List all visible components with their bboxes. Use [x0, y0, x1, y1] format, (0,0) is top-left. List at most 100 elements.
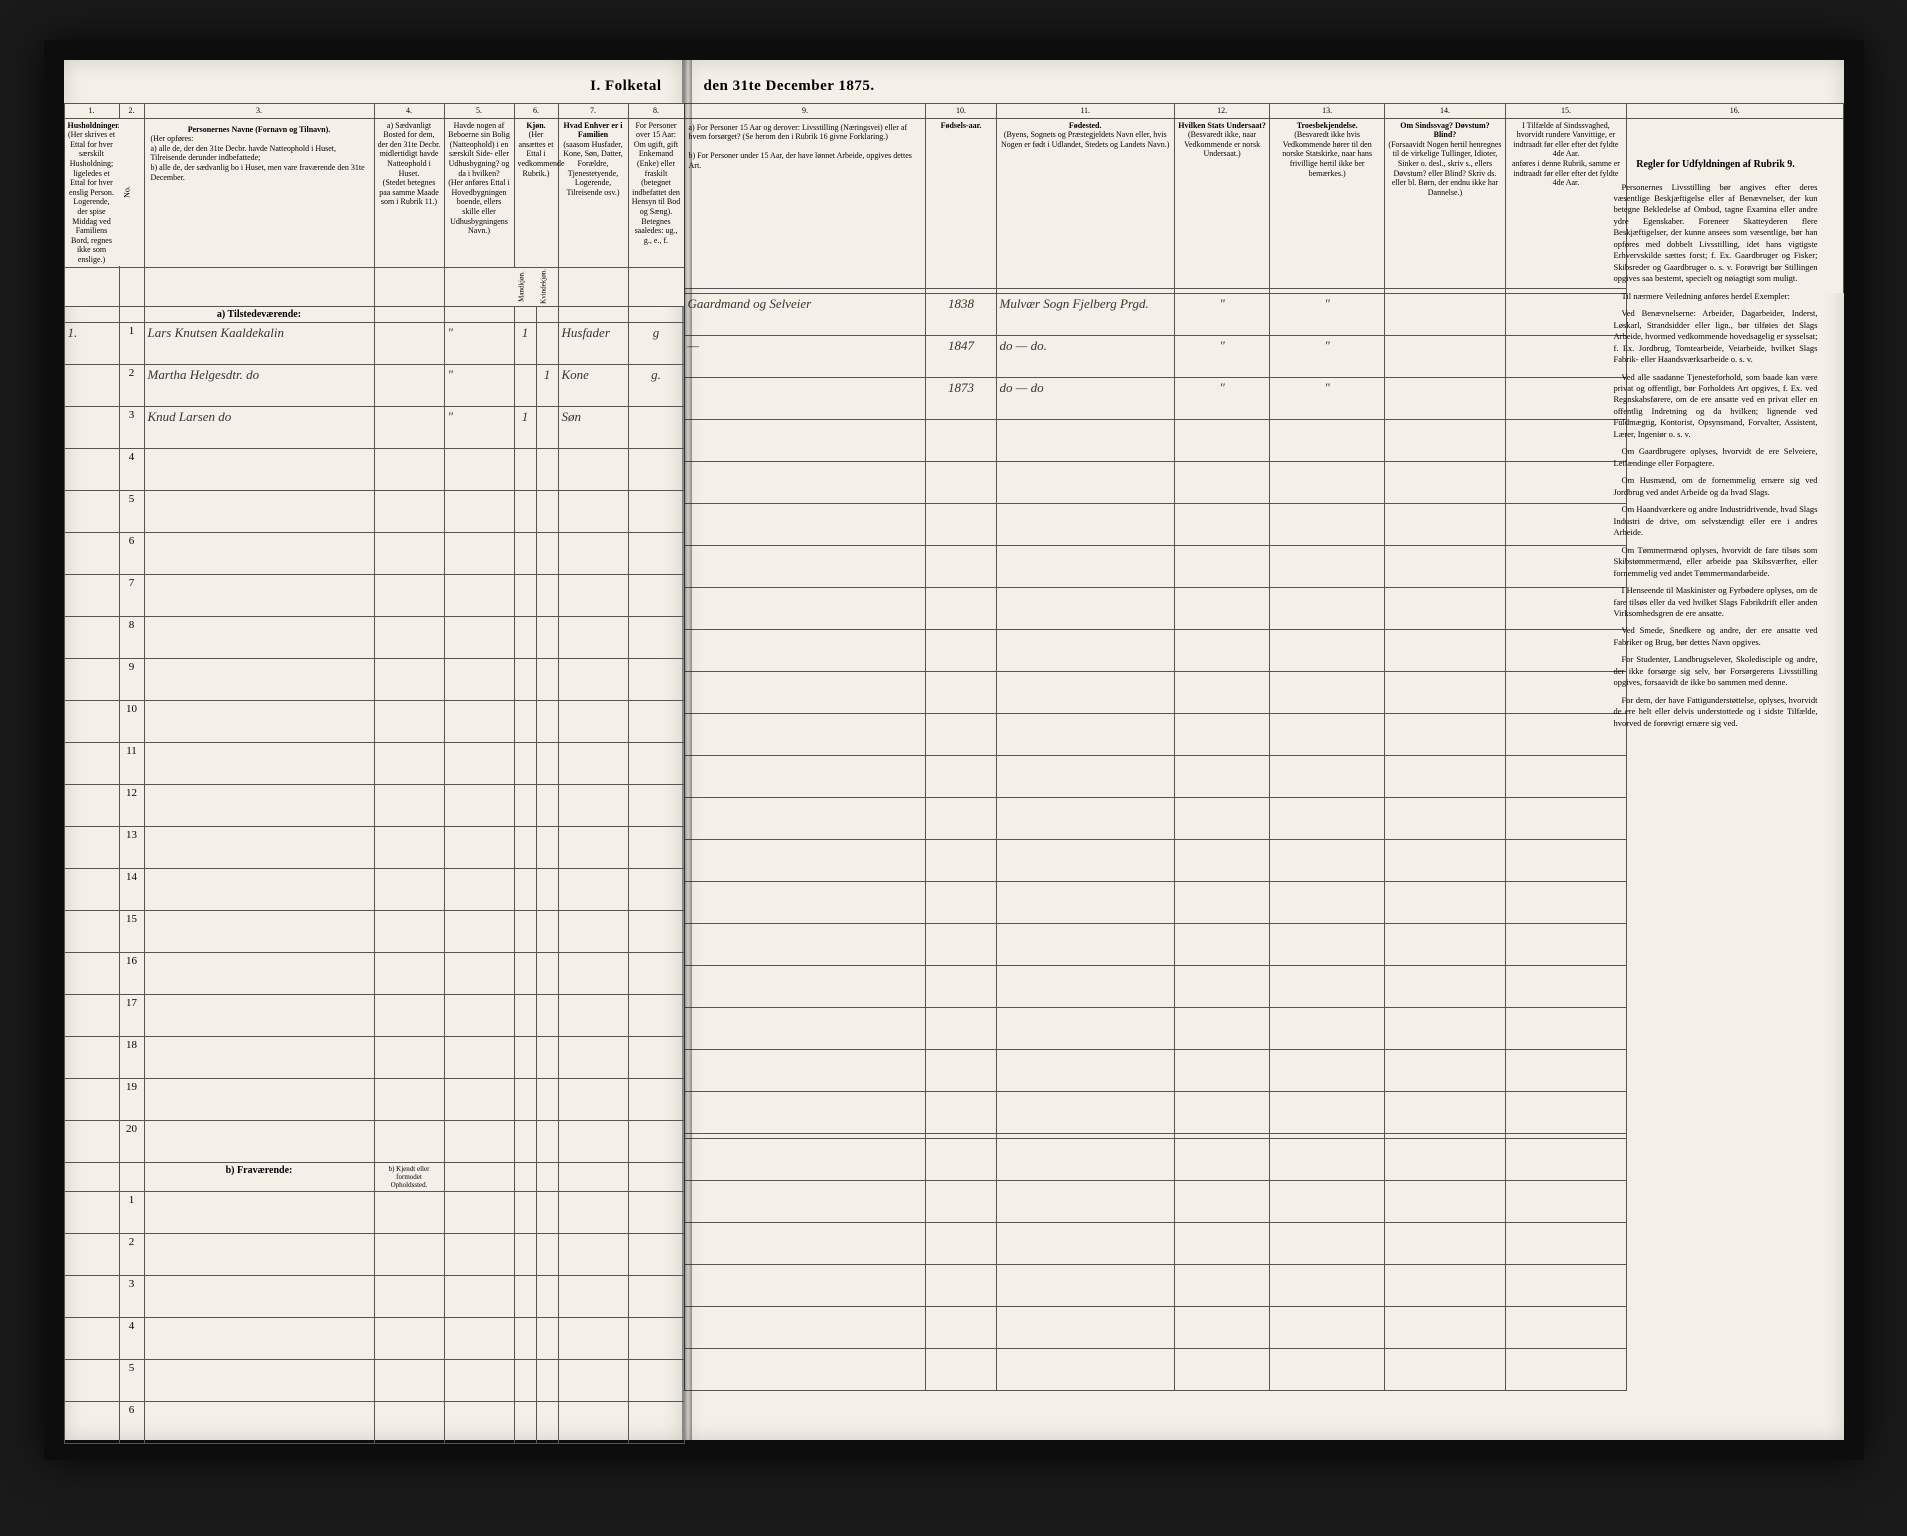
cell-kjm — [514, 365, 536, 407]
cell-bosted — [374, 827, 444, 869]
cell-name — [144, 995, 374, 1037]
col7-title: Hvad Enhver er i Familien — [563, 121, 622, 140]
col4-num: 4. — [374, 104, 444, 119]
cell-sinds — [1384, 797, 1505, 839]
cell-liv — [684, 755, 926, 797]
cell-sinds — [1384, 545, 1505, 587]
instruction-paragraph: Om Tømmermænd oplyses, hvorvidt de fare … — [1614, 545, 1818, 579]
cell-rownum: 20 — [119, 1121, 144, 1163]
cell-troes: " — [1270, 377, 1385, 419]
table-row — [684, 755, 1843, 797]
cell-stat12: " — [1174, 335, 1270, 377]
cell-stat — [628, 1402, 684, 1444]
cell-stat — [628, 827, 684, 869]
table-row: 3Knud Larsen do"1Søn — [64, 407, 684, 449]
cell-sinds — [1384, 419, 1505, 461]
cell-bolig — [444, 617, 514, 659]
cell-bolig — [444, 449, 514, 491]
cell-kjm — [514, 953, 536, 995]
cell-rownum: 4 — [119, 1318, 144, 1360]
book-spine — [684, 60, 692, 1440]
cell-kjm — [514, 1121, 536, 1163]
cell-rownum: 18 — [119, 1037, 144, 1079]
cell-liv — [684, 1138, 926, 1180]
cell-bosted — [374, 659, 444, 701]
cell-troes — [1270, 629, 1385, 671]
cell-aar — [926, 1348, 996, 1390]
cell-name — [144, 827, 374, 869]
cell-kjk — [536, 1192, 558, 1234]
cell-kjk — [536, 407, 558, 449]
col3-num: 3. — [144, 104, 374, 119]
cell-aar — [926, 1264, 996, 1306]
cell-aar — [926, 587, 996, 629]
cell-aar — [926, 923, 996, 965]
instruction-paragraph: Om Haandværkere og andre Industridrivend… — [1614, 504, 1818, 538]
col13-head: Troesbekjendelse. (Besvaredt ikke hvis V… — [1270, 118, 1385, 288]
cell-aar — [926, 755, 996, 797]
cell-sted — [996, 1348, 1174, 1390]
table-row: 1.1Lars Knutsen Kaaldekalin"1Husfaderg — [64, 323, 684, 365]
instruction-paragraph: Til nærmere Veiledning anføres herdel Ex… — [1614, 291, 1818, 302]
cell-rownum: 12 — [119, 785, 144, 827]
cell-name — [144, 449, 374, 491]
cell-stat12 — [1174, 1091, 1270, 1133]
table-row: 6 — [64, 1402, 684, 1444]
cell-bolig: " — [444, 323, 514, 365]
cell-bolig — [444, 1234, 514, 1276]
cell-stat12 — [1174, 923, 1270, 965]
cell-rownum: 5 — [119, 491, 144, 533]
cell-fam — [558, 1192, 628, 1234]
cell-liv — [684, 923, 926, 965]
cell-troes — [1270, 1049, 1385, 1091]
cell-sted — [996, 965, 1174, 1007]
cell-kjk — [536, 1360, 558, 1402]
cell-household — [64, 911, 119, 953]
table-row — [684, 1348, 1843, 1390]
cell-troes — [1270, 1264, 1385, 1306]
col14-head: Om Sindssvag? Døvstum? Blind? (Forsaavid… — [1384, 118, 1505, 288]
cell-aar — [926, 671, 996, 713]
cell-bosted — [374, 407, 444, 449]
col7-num: 7. — [558, 104, 628, 119]
cell-kjk — [536, 743, 558, 785]
cell-bosted — [374, 1234, 444, 1276]
instructions-title: Regler for Udfyldningen af Rubrik 9. — [1614, 158, 1818, 172]
cell-kjm — [514, 533, 536, 575]
col1-num: 1. — [64, 104, 119, 119]
col2-num: 2. — [119, 104, 144, 119]
cell-aar — [926, 503, 996, 545]
cell-name — [144, 701, 374, 743]
col13-num: 13. — [1270, 104, 1385, 119]
table-row: 11 — [64, 743, 684, 785]
col7-sub: (saasom Husfader, Kone, Søn, Datter, For… — [563, 140, 622, 197]
cell-bosted — [374, 911, 444, 953]
col11-sub: (Byens, Sognets og Præstegjeldets Navn e… — [1001, 130, 1169, 149]
table-row: 5 — [64, 491, 684, 533]
col3-sub-b: a) alle de, der den 31te Decbr. havde Na… — [151, 144, 368, 163]
cell-bosted — [374, 533, 444, 575]
cell-fam — [558, 1121, 628, 1163]
cell-bosted — [374, 995, 444, 1037]
cell-household — [64, 1037, 119, 1079]
cell-bosted — [374, 323, 444, 365]
cell-kjk — [536, 1037, 558, 1079]
cell-sinds — [1384, 671, 1505, 713]
cell-sinds — [1384, 587, 1505, 629]
cell-liv — [684, 1306, 926, 1348]
cell-tilf — [1505, 1306, 1626, 1348]
cell-bosted — [374, 575, 444, 617]
cell-troes — [1270, 587, 1385, 629]
cell-stat — [628, 533, 684, 575]
cell-bosted — [374, 1079, 444, 1121]
cell-stat — [628, 1234, 684, 1276]
cell-household — [64, 491, 119, 533]
cell-kjm — [514, 1192, 536, 1234]
cell-sted — [996, 1306, 1174, 1348]
cell-household — [64, 1192, 119, 1234]
cell-sted: do — do — [996, 377, 1174, 419]
cell-name — [144, 1234, 374, 1276]
col16-num: 16. — [1626, 104, 1843, 119]
cell-sinds — [1384, 1007, 1505, 1049]
cell-name — [144, 743, 374, 785]
